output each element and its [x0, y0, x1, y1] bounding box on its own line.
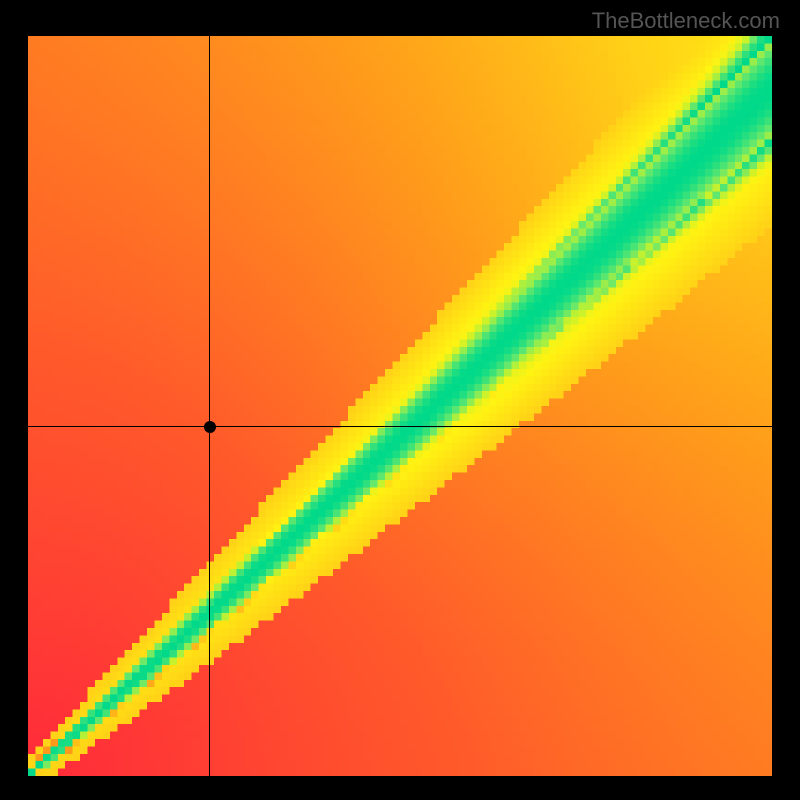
crosshair-horizontal — [28, 426, 772, 427]
heatmap-canvas — [28, 36, 772, 776]
crosshair-vertical — [209, 36, 210, 776]
watermark: TheBottleneck.com — [592, 8, 780, 34]
heatmap-plot — [28, 36, 772, 776]
crosshair-marker — [204, 421, 216, 433]
